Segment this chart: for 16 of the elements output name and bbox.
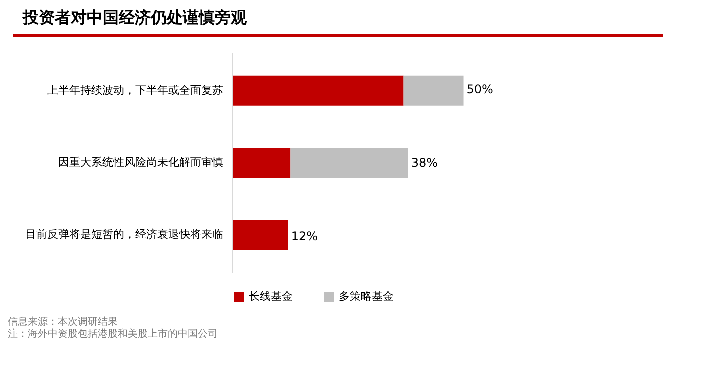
- annotation: 50%: [466, 82, 494, 97]
- y-tick-label: 目前反弹将是短暂的，经济衰退快将来临: [26, 228, 224, 242]
- chart-title: 投资者对中国经济仍处谨慎旁观: [22, 8, 248, 27]
- y-tick-label: 因重大系统性风险尚未化解而审慎: [58, 156, 224, 169]
- legend-label: 长线基金: [249, 290, 293, 303]
- annotation: 38%: [411, 156, 438, 170]
- bar: [290, 148, 408, 178]
- bar: [233, 220, 288, 250]
- text: 信息来源：本次调研结果: [8, 316, 118, 328]
- y-tick-label: 上半年持续波动，下半年或全面复苏: [48, 84, 224, 97]
- legend-label: 多策略基金: [339, 290, 394, 303]
- annotation: 12%: [291, 229, 318, 244]
- bar: [233, 148, 291, 178]
- bar: [233, 76, 404, 106]
- bar: [404, 76, 464, 106]
- text: 注：海外中资股包括港股和美股上市的中国公司: [8, 328, 218, 340]
